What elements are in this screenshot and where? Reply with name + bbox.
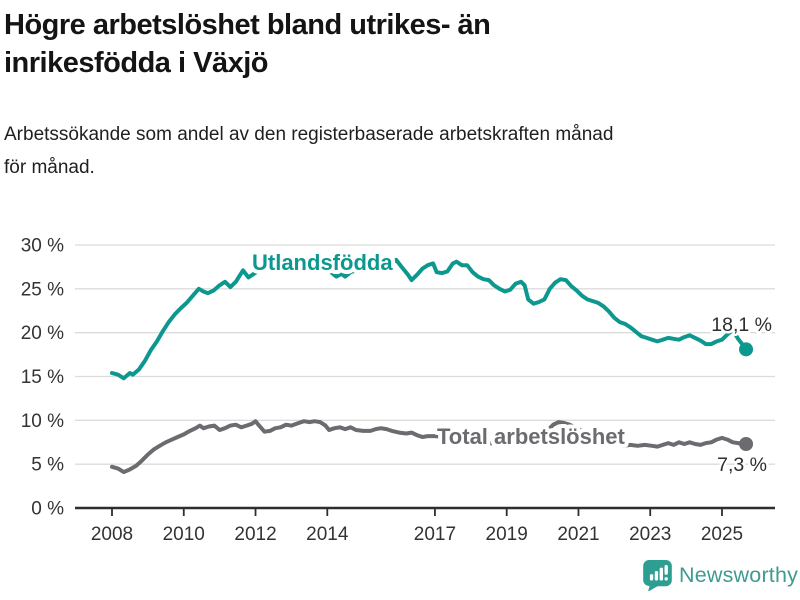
newsworthy-brand-text: Newsworthy — [679, 563, 799, 587]
series-label-utlandsf-dda: Utlandsfödda — [252, 250, 393, 275]
x-tick-label: 2010 — [163, 524, 205, 545]
y-tick-label: 5 % — [31, 455, 64, 476]
newsworthy-logo[interactable]: Newsworthy — [643, 560, 798, 591]
x-tick-label: 2025 — [701, 524, 743, 545]
newsworthy-bar-chart-icon — [643, 560, 672, 591]
x-tick-label: 2017 — [414, 524, 456, 545]
x-tick-label: 2012 — [234, 524, 276, 545]
end-value-label-utlandsf-dda: 18,1 % — [711, 314, 772, 336]
series-line-utlandsf-dda — [110, 257, 748, 381]
series-line-total-arbetsl-shet — [110, 419, 748, 475]
page-title: Högre arbetslöshet bland utrikes- än inr… — [4, 9, 491, 80]
bar-1 — [649, 574, 654, 581]
x-tick-label: 2023 — [629, 524, 671, 545]
y-tick-label: 15 % — [21, 367, 64, 388]
exclamation-stem — [664, 565, 668, 575]
series-label-total-arbetsl-shet: Total arbetslöshet — [437, 424, 626, 449]
chart-subtitle: Arbetssökande som andel av den registerb… — [4, 124, 614, 178]
y-tick-label: 0 % — [31, 499, 64, 520]
end-dot-total-arbetsl-shet — [739, 437, 754, 452]
x-tick-label: 2019 — [486, 524, 528, 545]
exclamation-dot — [664, 577, 668, 581]
end-value-label-total-arbetsl-shet: 7,3 % — [717, 454, 767, 476]
x-tick-label: 2008 — [91, 524, 133, 545]
bar-2 — [654, 570, 659, 581]
bar-3 — [659, 567, 663, 581]
x-tick-label: 2014 — [306, 524, 349, 545]
y-tick-label: 20 % — [21, 323, 64, 344]
y-tick-label: 25 % — [21, 279, 64, 300]
y-tick-label: 10 % — [21, 411, 64, 432]
x-tick-label: 2021 — [557, 524, 599, 545]
y-tick-label: 30 % — [21, 236, 64, 257]
end-dot-utlandsf-dda — [739, 342, 754, 357]
